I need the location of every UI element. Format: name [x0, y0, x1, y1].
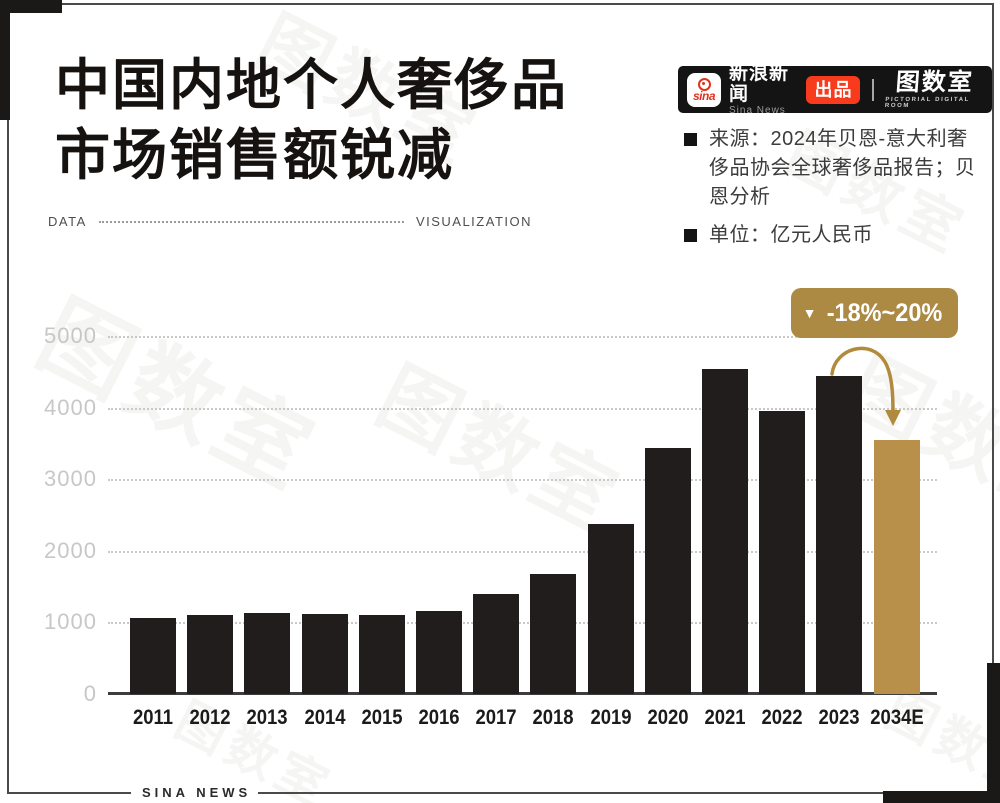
bar-2017: [473, 594, 519, 694]
sina-eye-icon: [697, 78, 711, 91]
x-axis-label-2017: 2017: [475, 706, 517, 729]
sina-logo-icon: sina: [687, 72, 721, 107]
x-axis-label-2015: 2015: [361, 706, 403, 729]
note-unit-text: 单位：亿元人民币: [709, 224, 873, 246]
bar-2016: [416, 611, 462, 694]
bar-2015: [359, 615, 405, 694]
x-axis-label-2012: 2012: [189, 706, 231, 729]
down-triangle-icon: ▼: [802, 305, 817, 321]
y-axis-tick-4000: 4000: [44, 394, 97, 420]
gridline-1000: [108, 622, 937, 625]
note-source-text: 来源：2024年贝恩-意大利奢侈品协会全球奢侈品报告；贝恩分析: [709, 128, 976, 208]
bar-2022: [759, 411, 805, 694]
produced-by-badge: 出品: [806, 75, 861, 104]
y-axis-tick-2000: 2000: [44, 537, 97, 563]
bar-2019: [588, 524, 634, 694]
title-line-1: 中国内地个人奢侈品: [55, 54, 569, 116]
corner-block-top-left-v: [0, 0, 10, 120]
corner-block-top-left-h: [0, 0, 62, 13]
decline-annotation-badge: ▼ -18%~20%: [791, 288, 958, 338]
note-unit: 单位：亿元人民币: [684, 221, 986, 250]
frame-top-line: [58, 3, 993, 5]
x-axis-label-2020: 2020: [647, 706, 689, 729]
frame-bottom-line-right: [258, 792, 885, 794]
corner-block-bottom-right-h: [883, 791, 1000, 803]
title-line-2: 市场销售额锐减: [55, 124, 455, 187]
footer-brand: SINA NEWS: [142, 785, 252, 800]
x-axis-label-2023: 2023: [818, 706, 860, 729]
studio-logo: 图数室 PICTORIAL DIGITAL ROOM: [885, 68, 984, 109]
data-visualization-divider: DATA VISUALIZATION: [48, 214, 532, 229]
vertical-divider: [872, 78, 875, 101]
bar-2020: [645, 448, 691, 694]
frame-left-line: [7, 3, 9, 794]
source-notes: 来源：2024年贝恩-意大利奢侈品协会全球奢侈品报告；贝恩分析 单位：亿元人民币: [684, 125, 986, 259]
x-axis-label-2014: 2014: [304, 706, 346, 729]
y-axis-tick-5000: 5000: [44, 323, 97, 348]
frame-bottom-line-left: [7, 792, 131, 794]
dotted-leader: [98, 220, 404, 223]
bar-2013: [244, 613, 290, 694]
note-source: 来源：2024年贝恩-意大利奢侈品协会全球奢侈品报告；贝恩分析: [684, 125, 986, 212]
frame-right-line: [992, 3, 994, 665]
gridline-4000: [108, 407, 937, 410]
bar-2021: [702, 369, 748, 694]
bar-2034E: [874, 440, 920, 694]
y-axis-tick-3000: 3000: [44, 466, 97, 492]
bar-2014: [302, 614, 348, 694]
brand-name-cn: 新浪新闻: [729, 63, 790, 105]
x-axis-label-2013: 2013: [246, 706, 288, 729]
y-axis-tick-0: 0: [83, 681, 97, 706]
bar-2023: [816, 376, 862, 694]
bullet-square-icon: [684, 133, 697, 146]
gridline-5000: [108, 336, 937, 338]
y-axis-tick-1000: 1000: [44, 609, 97, 635]
bar-2018: [530, 574, 576, 694]
publisher-logo-bar: sina 新浪新闻 Sina News 出品 图数室 PICTORIAL DIG…: [678, 63, 992, 116]
x-axis-label-2016: 2016: [418, 706, 460, 729]
studio-logo-text: 图数室: [895, 68, 976, 96]
x-axis-label-2022: 2022: [761, 706, 803, 729]
x-axis-label-2011: 2011: [132, 706, 174, 729]
studio-logo-subtext: PICTORIAL DIGITAL ROOM: [885, 96, 971, 109]
corner-block-bottom-right-v: [987, 663, 1000, 803]
curved-arrow-icon: [830, 346, 901, 426]
gridline-2000: [108, 550, 937, 553]
gridline-3000: [108, 479, 937, 482]
x-axis-label-2018: 2018: [532, 706, 574, 729]
bullet-square-icon: [684, 229, 697, 242]
bar-2011: [130, 618, 176, 694]
sina-logo-text: sina: [692, 89, 716, 103]
divider-label-data: DATA: [48, 214, 87, 229]
brand-name-en: Sina News: [729, 105, 786, 116]
bar-2012: [187, 615, 233, 694]
x-axis-label-2034E: 2034E: [870, 706, 924, 729]
brand-name-block: 新浪新闻 Sina News: [729, 63, 797, 116]
divider-label-visualization: VISUALIZATION: [415, 214, 532, 229]
page-title: 中国内地个人奢侈品 市场销售额锐减: [55, 50, 568, 191]
x-axis-label-2019: 2019: [590, 706, 632, 729]
x-axis-line: [108, 692, 937, 695]
x-axis-label-2021: 2021: [704, 706, 746, 729]
decline-annotation-text: -18%~20%: [827, 298, 943, 327]
